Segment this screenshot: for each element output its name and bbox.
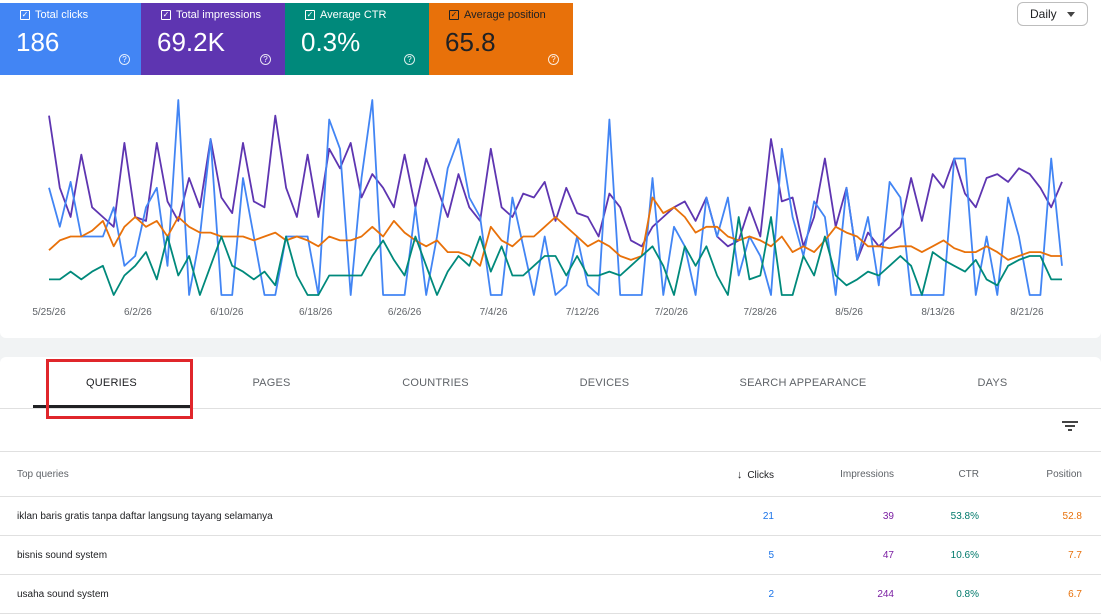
- metric-label-row: ✓ Total clicks: [20, 9, 88, 21]
- series-line-2: [48, 196, 1062, 267]
- x-tick-label: 7/28/26: [744, 307, 778, 318]
- x-tick-label: 6/26/26: [388, 307, 422, 318]
- column-header-clicks[interactable]: ↓ Clicks: [737, 469, 774, 481]
- x-tick-label: 6/18/26: [299, 307, 333, 318]
- table-row[interactable]: usaha sound system 2 244 0.8% 6.7: [0, 575, 1101, 614]
- metric-value: 0.3%: [301, 27, 361, 57]
- details-panel: QUERIES PAGES COUNTRIES DEVICES SEARCH A…: [0, 357, 1101, 615]
- series-line-1: [48, 99, 1063, 296]
- tab-countries[interactable]: COUNTRIES: [402, 377, 469, 389]
- x-tick-label: 6/2/26: [124, 307, 152, 318]
- column-header-position[interactable]: Position: [1046, 469, 1082, 480]
- query-cell: usaha sound system: [17, 589, 109, 600]
- ctr-cell: 0.8%: [956, 589, 979, 600]
- granularity-value: Daily: [1030, 7, 1057, 21]
- x-tick-label: 7/20/26: [655, 307, 689, 318]
- tab-search-appearance[interactable]: SEARCH APPEARANCE: [739, 377, 867, 389]
- metric-label: Average CTR: [320, 9, 387, 21]
- metric-value: 186: [16, 27, 60, 57]
- column-header-clicks-label: Clicks: [747, 470, 774, 481]
- clicks-cell: 21: [762, 511, 774, 522]
- filter-icon[interactable]: [1062, 419, 1080, 433]
- performance-overview: ✓ Total clicks 186 ? ✓ Total impressions…: [0, 0, 1101, 338]
- chart-series-layer: [48, 99, 1063, 296]
- checkbox-checked-icon[interactable]: ✓: [161, 10, 171, 20]
- chart-x-axis-ticks: 5/25/26 6/2/26 6/10/26 6/18/26 6/26/26 7/4/26…: [32, 307, 1044, 318]
- metric-value: 69.2K: [157, 27, 225, 57]
- annotation-highlight-box: [46, 359, 193, 419]
- table-row[interactable]: iklan baris gratis tanpa daftar langsung…: [0, 497, 1101, 536]
- help-icon[interactable]: ?: [404, 54, 415, 65]
- tab-pages[interactable]: PAGES: [252, 377, 291, 389]
- metric-label-row: ✓ Average CTR: [305, 9, 386, 21]
- x-tick-label: 7/4/26: [480, 307, 508, 318]
- position-cell: 6.7: [1068, 589, 1082, 600]
- column-header-impressions[interactable]: Impressions: [840, 469, 894, 480]
- x-tick-label: 5/25/26: [32, 307, 66, 318]
- sort-arrow-down-icon: ↓: [736, 469, 743, 481]
- metric-label: Total clicks: [35, 9, 89, 21]
- clicks-cell: 5: [768, 550, 774, 561]
- impressions-cell: 39: [882, 511, 894, 522]
- x-tick-label: 8/13/26: [921, 307, 955, 318]
- clicks-cell: 2: [768, 589, 774, 600]
- metric-card-total-clicks[interactable]: ✓ Total clicks 186 ?: [0, 3, 144, 75]
- granularity-dropdown[interactable]: Daily: [1017, 2, 1088, 26]
- series-line-3: [49, 216, 1062, 296]
- tab-devices[interactable]: DEVICES: [579, 377, 630, 389]
- caret-down-icon: [1066, 11, 1075, 17]
- table-row[interactable]: bisnis sound system 5 47 10.6% 7.7: [0, 536, 1101, 575]
- metric-card-average-ctr[interactable]: ✓ Average CTR 0.3% ?: [285, 3, 429, 75]
- ctr-cell: 10.6%: [950, 550, 979, 561]
- performance-line-chart[interactable]: 5/25/26 6/2/26 6/10/26 6/18/26 6/26/26 7/4/26…: [0, 88, 1101, 328]
- position-cell: 7.7: [1068, 550, 1082, 561]
- active-tab-indicator: [33, 405, 190, 408]
- metric-card-average-position[interactable]: ✓ Average position 65.8 ?: [429, 3, 573, 75]
- query-cell: bisnis sound system: [17, 550, 108, 561]
- metric-label-row: ✓ Average position: [449, 9, 546, 21]
- query-cell: iklan baris gratis tanpa daftar langsung…: [17, 511, 273, 522]
- x-tick-label: 7/12/26: [566, 307, 600, 318]
- checkbox-checked-icon[interactable]: ✓: [20, 10, 30, 20]
- checkbox-checked-icon[interactable]: ✓: [305, 10, 315, 20]
- help-icon[interactable]: ?: [260, 54, 271, 65]
- dimension-tabs: QUERIES PAGES COUNTRIES DEVICES SEARCH A…: [0, 357, 1101, 409]
- checkbox-checked-icon[interactable]: ✓: [449, 10, 459, 20]
- impressions-cell: 244: [877, 589, 894, 600]
- series-line-0: [48, 114, 1063, 261]
- metric-value: 65.8: [445, 27, 496, 57]
- column-header-query[interactable]: Top queries: [17, 469, 69, 480]
- ctr-cell: 53.8%: [950, 511, 979, 522]
- metric-card-total-impressions[interactable]: ✓ Total impressions 69.2K ?: [141, 3, 285, 75]
- x-tick-label: 6/10/26: [210, 307, 244, 318]
- metric-label-row: ✓ Total impressions: [161, 9, 261, 21]
- impressions-cell: 47: [882, 550, 894, 561]
- metric-label: Total impressions: [176, 9, 261, 21]
- tab-days[interactable]: DAYS: [977, 377, 1008, 389]
- metric-label: Average position: [464, 9, 546, 21]
- x-tick-label: 8/5/26: [835, 307, 863, 318]
- position-cell: 52.8: [1062, 511, 1082, 522]
- x-tick-label: 8/21/26: [1010, 307, 1044, 318]
- table-header: Top queries ↓ Clicks Impressions CTR Posi…: [0, 451, 1101, 497]
- column-header-ctr[interactable]: CTR: [958, 469, 979, 480]
- help-icon[interactable]: ?: [119, 54, 130, 65]
- help-icon[interactable]: ?: [548, 54, 559, 65]
- tab-queries[interactable]: QUERIES: [86, 377, 137, 389]
